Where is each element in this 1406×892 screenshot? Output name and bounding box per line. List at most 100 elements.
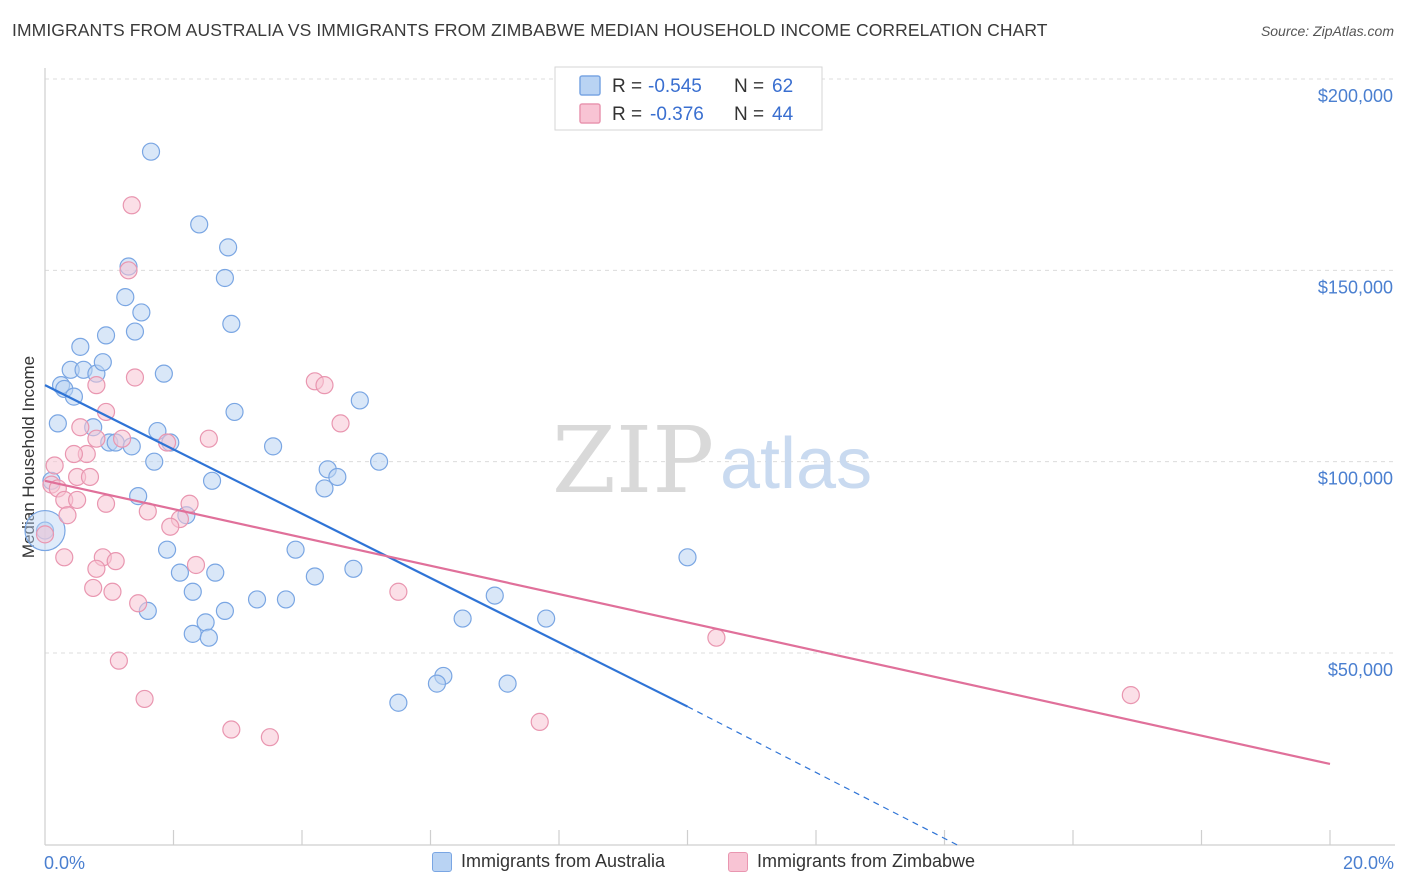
australia-point-9: [96, 326, 116, 345]
legend-n-label-zimbabwe: N =: [734, 104, 764, 125]
australia-point-30: [370, 452, 389, 471]
zimbabwe-point-40: [135, 689, 154, 709]
australia-point-58: [427, 674, 447, 693]
australia-point-59: [498, 674, 517, 693]
zimbabwe-point-37: [129, 594, 148, 613]
australia-point-0: [141, 142, 161, 161]
australia-point-15: [93, 353, 112, 372]
zimbabwe-point-29: [55, 548, 74, 567]
legend-n-australia: 62: [772, 76, 793, 97]
australia-point-44: [206, 563, 225, 582]
stats-legend: R = -0.545 N = 62 R = -0.376 N = 44: [554, 66, 823, 131]
legend-n-zimbabwe: 44: [772, 104, 794, 125]
zimbabwe-point-4: [315, 376, 334, 395]
zimbabwe-point-35: [103, 582, 122, 601]
zimbabwe-point-25: [58, 506, 77, 525]
series-legend: Immigrants from Australia Immigrants fro…: [0, 851, 1406, 879]
zimbabwe-point-21: [68, 490, 87, 510]
chart-title: IMMIGRANTS FROM AUSTRALIA VS IMMIGRANTS …: [12, 20, 1048, 40]
australia-point-35: [315, 479, 334, 498]
zimbabwe-point-27: [161, 517, 180, 536]
zimbabwe-point-9: [199, 429, 218, 448]
zimbabwe-point-5: [87, 376, 106, 395]
australia-point-39: [157, 540, 177, 559]
australia-point-51: [215, 601, 234, 621]
y-axis-label: Median Household Income: [19, 356, 38, 558]
legend-item-australia: Immigrants from Australia: [432, 851, 665, 872]
legend-item-australia-swatch: [432, 851, 452, 872]
x-tick-max: 20.0%: [1343, 853, 1394, 873]
x-tick-min: 0.0%: [44, 853, 85, 873]
australia-point-6: [132, 303, 151, 322]
y-tick-label-2: $150,000: [1318, 277, 1393, 297]
zimbabwe-point-44: [260, 728, 279, 747]
australia-point-45: [305, 567, 324, 586]
zimbabwe-point-31: [106, 552, 125, 571]
trend-lines: [44, 384, 1331, 846]
legend-item-australia-label: Immigrants from Australia: [461, 851, 666, 871]
australia-trend-extension: [687, 706, 958, 846]
legend-swatch-australia: [579, 75, 601, 96]
zimbabwe-point-39: [109, 651, 128, 670]
zimbabwe-point-42: [530, 712, 549, 731]
watermark-zip: ZIP: [552, 407, 714, 514]
zimbabwe-point-8: [71, 418, 90, 437]
y-tick-labels: $50,000 $100,000 $150,000 $200,000: [1318, 86, 1393, 680]
australia-point-52: [453, 609, 472, 628]
australia-point-14: [154, 364, 173, 383]
australia-point-1: [190, 215, 209, 234]
australia-point-56: [199, 628, 218, 647]
zimbabwe-point-2: [125, 368, 145, 387]
legend-r-australia: -0.545: [648, 76, 702, 97]
australia-point-60: [389, 693, 408, 712]
australia-point-4: [215, 268, 234, 288]
zimbabwe-point-34: [84, 578, 103, 598]
legend-r-label-australia: R =: [612, 76, 642, 97]
zimbabwe-trend-line: [44, 479, 1331, 766]
australia-point-53: [537, 609, 556, 628]
x-tick-labels: 0.0% 20.0%: [44, 853, 1394, 873]
zimbabwe-point-7: [331, 414, 350, 433]
zimbabwe-point-10: [87, 429, 106, 448]
zimbabwe-point-28: [35, 525, 55, 544]
zimbabwe-point-33: [87, 559, 106, 578]
zimbabwe-point-15: [45, 456, 64, 475]
australia-point-10: [71, 337, 90, 356]
watermark: ZIP atlas: [552, 407, 872, 514]
zimbabwe-point-32: [186, 555, 206, 575]
y-tick-label-3: $200,000: [1318, 86, 1393, 106]
grid-lines: [45, 78, 1395, 654]
australia-point-2: [219, 238, 238, 257]
zimbabwe-point-11: [112, 429, 132, 448]
zimbabwe-point-14: [64, 444, 84, 464]
watermark-atlas: atlas: [720, 424, 872, 504]
zimbabwe-point-43: [222, 720, 241, 739]
australia-point-7: [222, 314, 241, 334]
zimbabwe-point-38: [707, 628, 726, 647]
australia-points: [24, 142, 697, 712]
australia-point-41: [678, 548, 697, 567]
y-tick-label-1: $100,000: [1318, 469, 1393, 489]
zimbabwe-points: [35, 196, 1140, 747]
australia-point-8: [125, 322, 145, 341]
australia-point-34: [202, 471, 222, 490]
legend-r-label-zimbabwe: R =: [612, 104, 642, 125]
australia-point-55: [183, 624, 202, 643]
australia-point-20: [225, 402, 244, 422]
australia-point-43: [170, 563, 190, 582]
australia-point-32: [328, 467, 347, 487]
y-tick-label-0: $50,000: [1328, 660, 1393, 680]
australia-point-5: [116, 288, 135, 307]
zimbabwe-point-41: [1121, 685, 1140, 705]
australia-point-28: [263, 437, 283, 456]
zimbabwe-point-1: [119, 261, 138, 280]
australia-trend-line: [44, 384, 688, 708]
australia-point-40: [286, 540, 305, 559]
australia-point-42: [344, 559, 363, 578]
australia-point-29: [145, 452, 164, 471]
zimbabwe-point-23: [180, 494, 199, 513]
legend-item-zimbabwe-swatch: [728, 851, 748, 872]
australia-point-46: [183, 582, 202, 601]
zimbabwe-point-17: [80, 467, 100, 487]
